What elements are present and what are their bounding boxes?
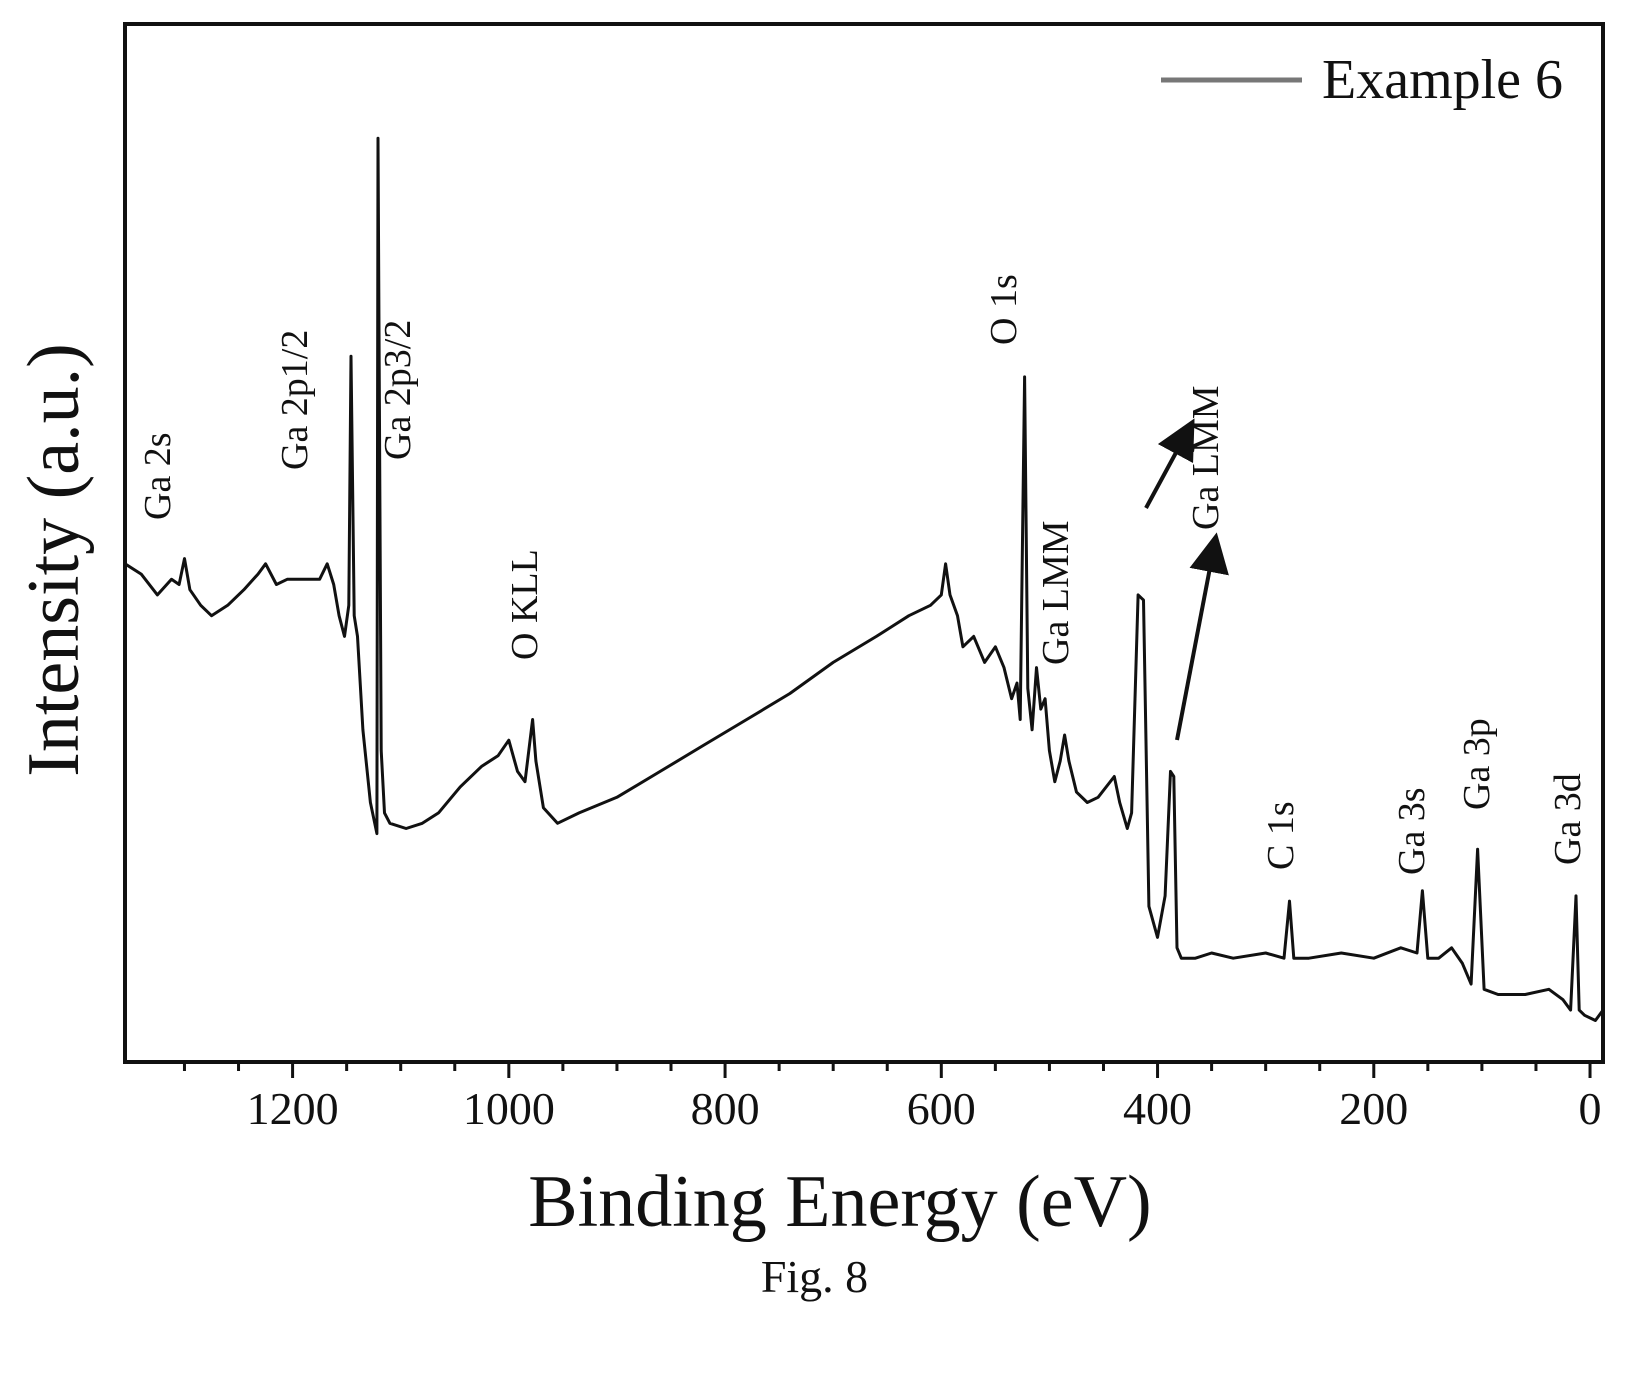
x-tick-label: 800 (691, 1083, 760, 1134)
peak-label: O 1s (983, 274, 1025, 345)
x-tick-label: 400 (1123, 1083, 1192, 1134)
x-tick-label: 200 (1339, 1083, 1408, 1134)
ga-lmm-arrow-upper (1144, 418, 1195, 509)
figure-caption: Fig. 8 (760, 1251, 869, 1302)
peak-label: Ga 3d (1547, 773, 1589, 865)
series-layer (124, 136, 1605, 1022)
peak-label: C 1s (1260, 801, 1302, 870)
legend: Example 6 (1161, 49, 1563, 111)
peak-label: O KLL (504, 549, 546, 660)
y-axis-title: Intensity (a.u.) (13, 343, 95, 777)
x-tick-label: 1200 (247, 1083, 339, 1134)
x-axis-ticks (182, 1062, 1592, 1078)
series-line (124, 136, 1605, 1022)
peak-label: Ga 2p3/2 (377, 320, 419, 460)
x-tick-label: 600 (907, 1083, 976, 1134)
peak-label: Ga LMM (1035, 520, 1077, 665)
peak-annotations: Ga 2s Ga 2p1/2 Ga 2p3/2 O KLL O 1s Ga LMM Ga L… (137, 274, 1589, 875)
peak-label: Ga 3s (1391, 787, 1433, 875)
peak-label: Ga LMM (1185, 385, 1227, 530)
ga-lmm-arrow-lower (1175, 532, 1229, 741)
x-axis-tick-labels: 1200 1000 800 600 400 200 0 (247, 1083, 1602, 1134)
peak-label: Ga 2p1/2 (274, 330, 316, 470)
x-tick-label: 1000 (463, 1083, 555, 1134)
peak-label: Ga 3p (1456, 718, 1498, 810)
plot-frame (123, 22, 1605, 1064)
x-axis-title: Binding Energy (eV) (528, 1161, 1151, 1243)
x-tick-label: 0 (1579, 1083, 1602, 1134)
legend-label: Example 6 (1322, 49, 1563, 111)
peak-label: Ga 2s (137, 432, 179, 520)
